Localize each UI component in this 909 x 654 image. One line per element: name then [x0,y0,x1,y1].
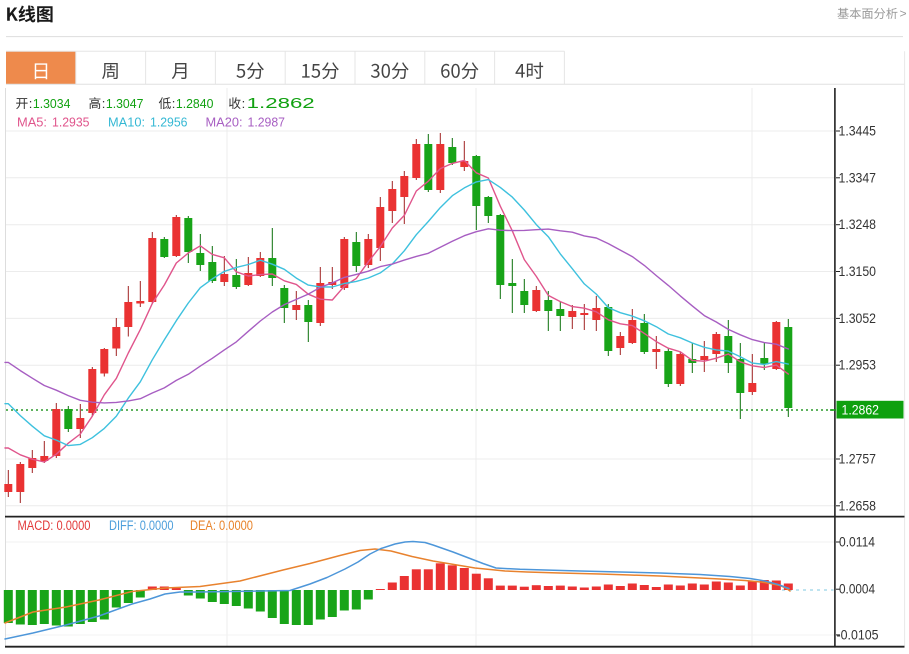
svg-text:1.2862: 1.2862 [247,96,315,112]
svg-text:1.2840: 1.2840 [176,96,214,111]
svg-text:1.3347: 1.3347 [839,170,877,185]
svg-text:1.2757: 1.2757 [839,452,877,467]
svg-text:1.2658: 1.2658 [839,498,877,513]
svg-text:1.3248: 1.3248 [839,217,877,232]
svg-text:DIFF: 0.0000: DIFF: 0.0000 [109,518,174,533]
svg-text:MA10:: MA10: [108,115,145,130]
svg-text::: : [29,96,33,111]
svg-text:1.3150: 1.3150 [839,264,877,279]
svg-text::: : [242,96,246,111]
svg-text:1.2935: 1.2935 [52,115,90,130]
svg-text:>: > [900,7,907,21]
svg-text:MA5:: MA5: [17,115,47,130]
svg-text:DEA: 0.0000: DEA: 0.0000 [190,518,253,533]
svg-text:1.3034: 1.3034 [33,96,71,111]
svg-text:-0.0105: -0.0105 [837,627,879,642]
svg-text:1.2953: 1.2953 [839,358,877,373]
svg-text:1.3445: 1.3445 [839,124,877,139]
svg-text::: : [172,96,176,111]
svg-text:1.3052: 1.3052 [839,311,877,326]
svg-text:1.2956: 1.2956 [150,115,188,130]
svg-text:1.3047: 1.3047 [106,96,143,111]
svg-text:0.0114: 0.0114 [839,535,875,550]
svg-text::: : [102,96,106,111]
svg-text:1.2862: 1.2862 [842,403,880,418]
svg-text:MA20:: MA20: [206,115,243,130]
svg-text:1.2987: 1.2987 [248,115,286,130]
svg-text:0.0004: 0.0004 [839,582,875,597]
svg-text:MACD: 0.0000: MACD: 0.0000 [18,518,91,533]
